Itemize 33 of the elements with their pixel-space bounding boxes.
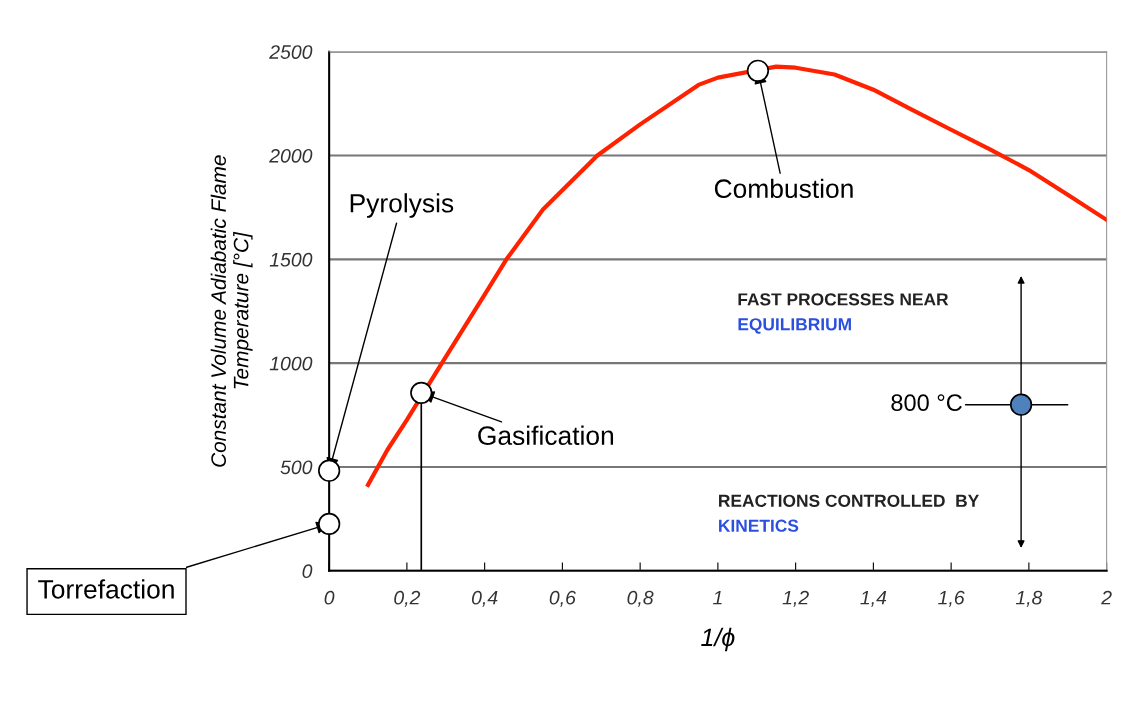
y-tick-label: 1500 [269,252,313,267]
y-tick-label: 1000 [269,356,313,371]
annotation: Torrefaction [38,579,174,599]
x-tick-label: 2 [1101,590,1112,605]
x-tick-label: 0,8 [627,590,654,607]
point [318,512,341,536]
x-tick-label: 1,4 [860,590,887,607]
annotation: Gasification [478,425,614,445]
x-tick-label: 0,6 [549,590,576,607]
annotation: KINETICS [719,519,799,532]
y-tick-label: 2000 [269,148,313,163]
x-tick-label: 1,2 [782,590,809,607]
point [318,459,341,482]
annotation: Combustion [714,178,853,199]
annotation: REACTIONS CONTROLLED BY [719,494,979,507]
annotation: 800 °C [891,394,962,412]
annotation: FAST PROCESSES NEAR [738,293,949,306]
x-axis-title: 1/ϕ [701,627,735,652]
point [746,59,770,82]
x-tick-label: 1,8 [1015,590,1043,607]
y-tick-label: 0 [302,564,313,579]
point [410,381,433,404]
y-tick-label: 2500 [269,45,313,59]
x-tick-label: 0,4 [471,590,498,607]
x-tick-label: 0,2 [394,590,421,607]
annotation: EQUILIBRIUM [738,318,851,334]
y-tick-label: 500 [280,460,313,475]
x-tick-label: 0 [324,590,335,605]
x-tick-label: 1 [712,590,722,605]
point [1009,393,1033,416]
annotation: Pyrolysis [350,193,454,218]
y-axis-title: Constant Volume Adiabatic Flame Temperature [°C] [210,155,253,467]
x-tick-label: 1,6 [938,590,965,607]
